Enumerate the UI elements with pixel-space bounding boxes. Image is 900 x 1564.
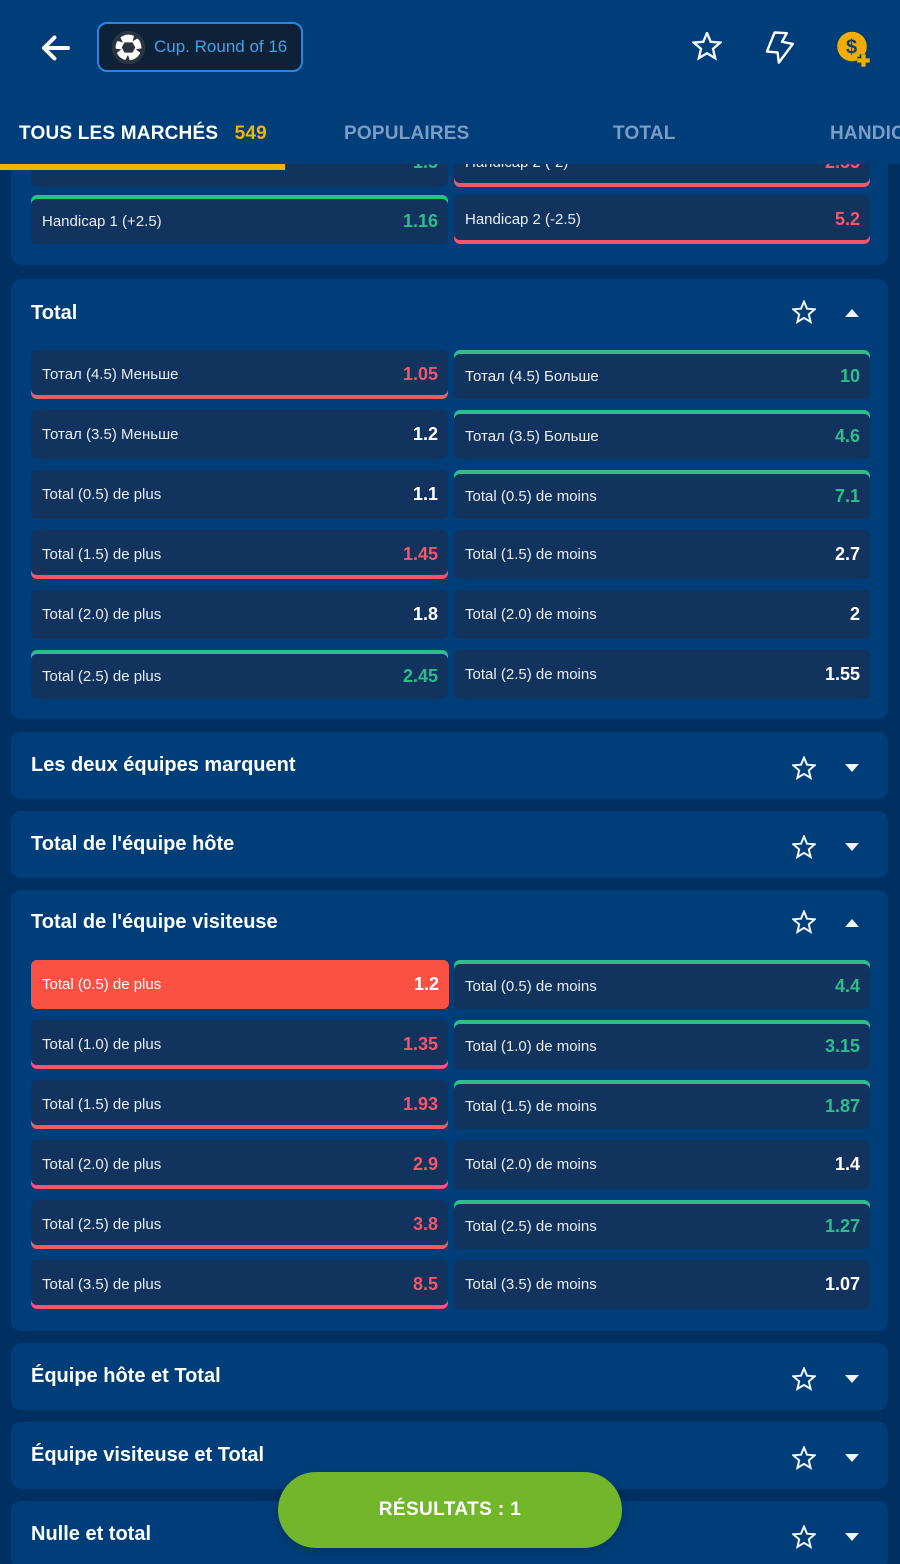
svg-text:$: $ — [846, 37, 857, 59]
